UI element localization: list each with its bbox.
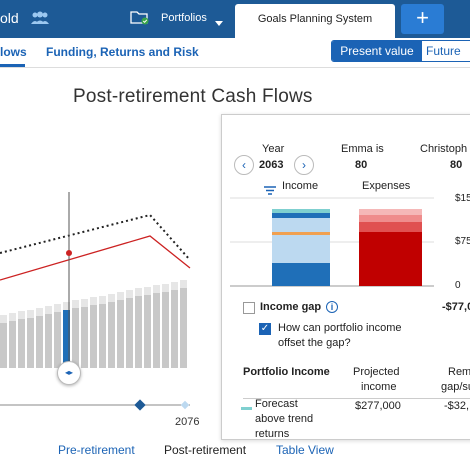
col-portfolio-income: Portfolio Income (243, 366, 330, 378)
chevron-down-icon[interactable] (215, 14, 223, 32)
income-gap-value: -$77,0 (442, 301, 470, 313)
tab-post-retirement[interactable]: Post-retirement (164, 443, 247, 457)
cash-flow-bar (45, 314, 52, 368)
tab-table-view[interactable]: Table View (276, 443, 334, 457)
cash-flow-bar (0, 323, 7, 368)
filter-icon[interactable] (264, 182, 276, 200)
expense-segment (359, 209, 422, 215)
table-divider (243, 398, 470, 399)
income-segment (272, 218, 330, 232)
income-label: Income (282, 180, 319, 192)
chevron-left-icon[interactable]: ‹ (234, 155, 254, 175)
row1-remain: -$32, (444, 400, 470, 412)
left-right-arrows-icon[interactable]: ◂▸ (57, 361, 81, 385)
cash-flow-bar (90, 305, 97, 368)
cash-flow-bar (72, 308, 79, 368)
col-remain-line2: gap/surp (441, 381, 470, 393)
offset-question-line1: How can portfolio income (278, 322, 402, 334)
end-marker (180, 400, 190, 410)
person1-label: Emma is (341, 143, 384, 155)
cash-flow-bar-selected (63, 310, 70, 368)
active-tab-underline (0, 64, 25, 67)
expense-segment (359, 232, 422, 286)
axis-label-150: $15 (455, 193, 470, 204)
income-gap-checkbox[interactable] (243, 302, 255, 314)
cash-flow-bar (18, 319, 25, 368)
person2-label: Christoph (420, 143, 468, 155)
person2-age: 80 (450, 159, 463, 171)
folder-icon[interactable] (130, 9, 150, 30)
row1-label-line3: returns (255, 428, 290, 440)
tab-cash-flows[interactable]: lows (0, 45, 27, 59)
detail-panel: Year ‹ 2063 › Emma is 80 Christoph 80 In… (221, 114, 470, 440)
income-segment (272, 209, 330, 213)
chevron-right-icon[interactable]: › (294, 155, 314, 175)
cash-flow-bar (126, 298, 133, 368)
cash-flow-bar (9, 321, 16, 368)
income-segment (272, 213, 330, 218)
cash-flow-bar (99, 304, 106, 368)
projected-line (0, 213, 191, 261)
col-projected-line1: Projected (353, 366, 400, 378)
offset-gap-checkbox[interactable]: ✓ (259, 323, 271, 335)
tab-pre-retirement[interactable]: Pre-retirement (58, 443, 135, 457)
cash-flow-bar (108, 302, 115, 368)
axis-label-0: 0 (455, 280, 461, 291)
cash-flow-bar (81, 307, 88, 368)
section-nav (0, 38, 470, 68)
tab-goals-planning-system[interactable]: Goals Planning System (235, 4, 395, 38)
axis-label-75: $75 (455, 236, 470, 247)
expense-line (0, 235, 191, 281)
col-projected-line2: income (361, 381, 397, 393)
year-label: Year (262, 143, 285, 155)
tab-funding-returns-risk[interactable]: Funding, Returns and Risk (46, 45, 199, 59)
present-value-option[interactable]: Present value (332, 41, 422, 61)
cash-flow-bar (135, 296, 142, 368)
year-value: 2063 (259, 159, 284, 171)
expense-segment (359, 215, 422, 222)
cash-flow-bar (117, 300, 124, 368)
income-segment (272, 232, 330, 235)
income-segment (272, 263, 330, 286)
col-remain-line1: Remain (448, 366, 470, 378)
person1-age: 80 (355, 159, 368, 171)
offset-question-line2: offset the gap? (278, 337, 351, 349)
row1-label-line2: above trend (255, 413, 314, 425)
expenses-label: Expenses (362, 180, 411, 192)
future-value-option[interactable]: Future (426, 44, 461, 58)
row1-label-line1: Forecast (255, 398, 298, 410)
cash-flow-bar (27, 318, 34, 368)
scrubber-point (66, 250, 72, 256)
income-expense-chart (230, 197, 434, 287)
retirement-marker (134, 399, 146, 411)
expense-segment (359, 222, 422, 232)
portfolios-link[interactable]: Portfolios (161, 12, 207, 24)
cash-flow-bar (171, 290, 178, 368)
info-icon[interactable]: i (326, 301, 338, 313)
cash-flow-bar (162, 292, 169, 368)
cash-flow-chart (0, 192, 191, 411)
x-tick-2076: 2076 (175, 416, 200, 428)
cash-flow-bar (144, 295, 151, 368)
cash-flow-bar (54, 312, 61, 368)
add-tab-button[interactable]: + (401, 4, 444, 34)
people-icon[interactable] (30, 11, 50, 30)
account-name[interactable]: old (0, 10, 19, 26)
income-segment (272, 235, 330, 263)
income-gap-label: Income gap (260, 301, 322, 313)
forecast-swatch (241, 407, 252, 410)
cash-flow-bar (153, 293, 160, 368)
cash-flow-bar (180, 288, 187, 368)
cash-flow-bar (36, 316, 43, 368)
value-toggle: Present value Future (331, 40, 470, 62)
chart-title: Post-retirement Cash Flows (73, 86, 313, 107)
row1-projected: $277,000 (355, 400, 401, 412)
